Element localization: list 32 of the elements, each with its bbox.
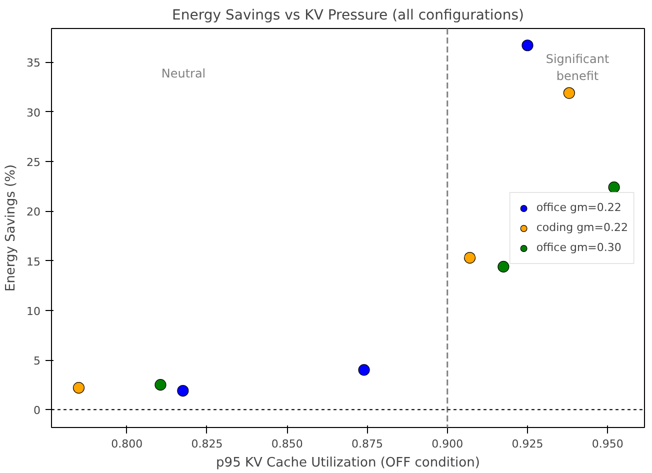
x-tick-label: 0.950 xyxy=(592,438,624,450)
legend-label: coding gm=0.22 xyxy=(536,220,628,234)
y-axis-title: Energy Savings (%) xyxy=(4,164,19,292)
x-tick-label: 0.825 xyxy=(191,438,223,450)
y-tick-label: 20 xyxy=(26,206,41,219)
y-tick-label: 25 xyxy=(26,156,41,169)
point xyxy=(608,182,620,194)
point xyxy=(358,364,370,376)
y-tick-label: 35 xyxy=(26,56,41,70)
y-tick-label: 0 xyxy=(34,404,40,418)
y-tick-label: 5 xyxy=(34,354,40,368)
x-tick-label: 0.900 xyxy=(432,438,464,450)
point xyxy=(522,40,534,52)
legend-label: office gm=0.22 xyxy=(536,200,622,214)
point xyxy=(72,382,85,394)
point xyxy=(498,260,510,272)
point xyxy=(464,252,476,264)
annotation: Neutral xyxy=(161,66,206,80)
y-tick-label: 10 xyxy=(26,304,41,318)
y-tick-label: 30 xyxy=(26,106,41,120)
legend-label: office gm=0.30 xyxy=(536,240,622,254)
x-tick-label: 0.925 xyxy=(512,438,544,450)
x-tick-label: 0.800 xyxy=(111,438,143,450)
point xyxy=(563,87,575,99)
annotation: Significant benefit xyxy=(546,52,610,83)
x-tick-label: 0.850 xyxy=(271,438,303,450)
point xyxy=(154,379,166,391)
chart-title: Energy Savings vs KV Pressure (all configurations) xyxy=(172,8,524,24)
y-tick-label: 15 xyxy=(26,255,41,268)
x-axis-title: p95 KV Cache Utilization (OFF condition) xyxy=(216,456,480,470)
point xyxy=(177,384,189,397)
x-tick-label: 0.875 xyxy=(351,438,383,450)
